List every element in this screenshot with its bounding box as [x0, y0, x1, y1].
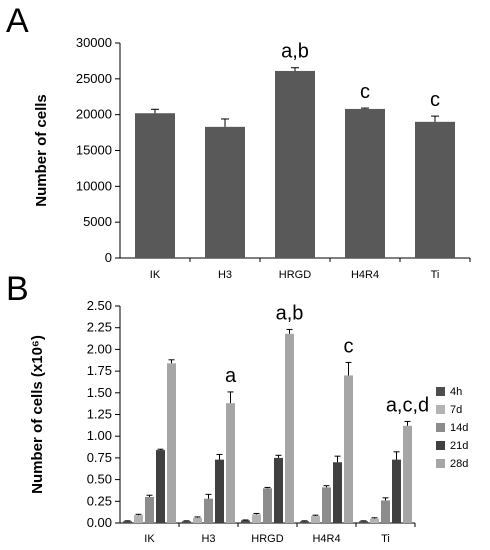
bar-b-28d: [226, 403, 235, 523]
bar-a: [135, 113, 175, 258]
y-tick-label-a: 5000: [83, 214, 112, 229]
y-tick-label-a: 30000: [76, 35, 112, 50]
legend-label-28d: 28d: [450, 458, 468, 470]
y-tick-label-b: 2.50: [87, 298, 112, 313]
chart-b: 0.00 0.25 0.50 0.75 1.00 1.25 1.50 1.75 2.00 2.25…: [29, 298, 468, 545]
x-tick-label-a: IK: [150, 269, 161, 281]
y-tick-label-b: 0.75: [87, 450, 112, 465]
bar-b-4h: [123, 521, 132, 523]
significance-label-b: c: [344, 335, 354, 357]
y-tick-label-b: 1.00: [87, 428, 112, 443]
x-tick-label-b: IK: [144, 533, 155, 545]
bar-b-4h: [182, 521, 191, 523]
x-tick-label-b: H3: [201, 533, 215, 545]
legend-swatch-21d: [436, 441, 445, 450]
legend-swatch-7d: [436, 405, 445, 414]
legend-label-21d: 21d: [450, 440, 468, 452]
legend-label-7d: 7d: [450, 404, 462, 416]
x-tick-label-b: Ti: [381, 533, 390, 545]
x-tick-label-a: HRGD: [279, 269, 311, 281]
panel-letter-b: B: [6, 270, 29, 308]
significance-label-b: a,c,d: [386, 394, 429, 416]
bar-b-14d: [381, 500, 390, 523]
bar-b-21d: [215, 459, 224, 523]
bar-b-21d: [156, 450, 165, 523]
significance-label-b: a,b: [276, 302, 304, 324]
y-tick-label-a: 10000: [76, 178, 112, 193]
y-tick-label-b: 2.00: [87, 341, 112, 356]
bar-b-28d: [344, 375, 353, 523]
legend-swatch-4h: [436, 387, 445, 396]
y-tick-label-b: 0.50: [87, 472, 112, 487]
bar-b-7d: [193, 517, 202, 523]
y-tick-label-a: 20000: [76, 107, 112, 122]
y-tick-label-b: 2.25: [87, 320, 112, 335]
bar-b-14d: [204, 498, 213, 523]
significance-label-a: a,b: [281, 41, 309, 63]
bar-b-4h: [300, 521, 309, 523]
bar-a: [345, 108, 385, 258]
bar-b-14d: [145, 496, 154, 523]
y-tick-label-a: 25000: [76, 71, 112, 86]
bar-b-28d: [403, 425, 412, 523]
y-tick-label-b: 1.75: [87, 363, 112, 378]
y-tick-label-a: 0: [105, 250, 112, 265]
bar-b-7d: [252, 514, 261, 523]
legend-swatch-14d: [436, 423, 445, 432]
x-tick-label-a: H4R4: [351, 269, 379, 281]
panel-letter-a: A: [6, 2, 29, 40]
bar-b-7d: [311, 516, 320, 523]
bar-b-21d: [274, 457, 283, 523]
bar-b-28d: [167, 363, 176, 523]
bar-b-28d: [285, 333, 294, 523]
legend-label-4h: 4h: [450, 386, 462, 398]
legend-label-14d: 14d: [450, 422, 468, 434]
y-axis-label-b: Number of cells (x10⁶): [29, 335, 46, 494]
y-tick-label-b: 1.50: [87, 385, 112, 400]
y-axis-label-a: Number of cells: [33, 94, 50, 207]
bar-a: [205, 126, 245, 258]
bar-b-7d: [370, 518, 379, 523]
y-tick-label-b: 1.25: [87, 407, 112, 422]
bar-b-21d: [392, 459, 401, 523]
bar-b-7d: [134, 515, 143, 523]
bar-b-14d: [263, 488, 272, 523]
significance-label-a: c: [360, 81, 370, 103]
bar-b-4h: [359, 521, 368, 523]
bar-b-14d: [322, 487, 331, 523]
bar-b-21d: [333, 462, 342, 523]
y-tick-label-a: 15000: [76, 143, 112, 158]
bar-b-4h: [241, 520, 250, 523]
x-tick-label-b: H4R4: [312, 533, 340, 545]
bar-a: [275, 70, 315, 258]
chart-a: 0 5000 10000 15000 20000 25000 30000 IK H3 HRGD a,…: [33, 35, 471, 281]
x-tick-label-a: Ti: [431, 269, 440, 281]
y-tick-label-b: 0.00: [87, 515, 112, 530]
significance-label-b: a: [225, 365, 237, 387]
x-tick-label-a: H3: [218, 269, 232, 281]
x-tick-label-b: HRGD: [251, 533, 283, 545]
significance-label-a: c: [430, 89, 440, 111]
y-tick-label-b: 0.25: [87, 493, 112, 508]
bar-a: [415, 121, 455, 258]
legend-swatch-28d: [436, 459, 445, 468]
